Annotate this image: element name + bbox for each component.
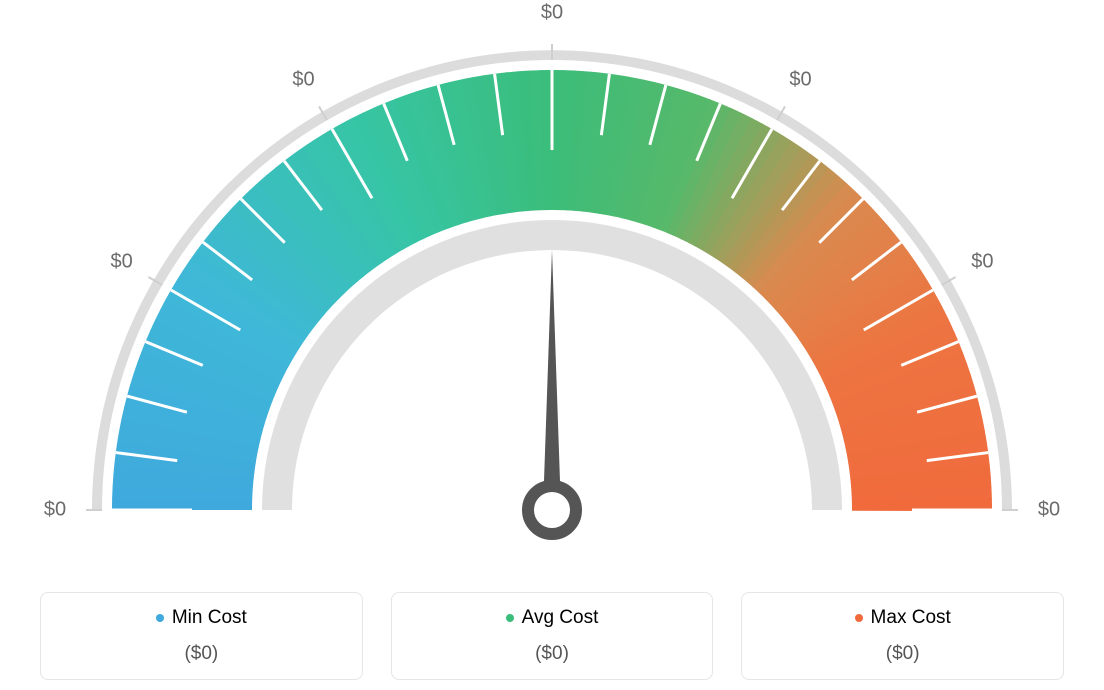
gauge-tick-label: $0: [110, 250, 132, 273]
legend-card-max: Max Cost ($0): [741, 592, 1064, 680]
legend-label-avg: Avg Cost: [522, 607, 599, 629]
legend-dot-avg: [506, 614, 514, 622]
legend-row: Min Cost ($0) Avg Cost ($0) Max Cost ($0…: [40, 592, 1064, 680]
legend-value-min: ($0): [51, 643, 352, 665]
gauge-tick-label: $0: [1038, 499, 1060, 522]
legend-title-max: Max Cost: [855, 607, 951, 629]
gauge-svg: [0, 0, 1104, 560]
gauge-tick-label: $0: [971, 250, 993, 273]
legend-card-min: Min Cost ($0): [40, 592, 363, 680]
legend-title-min: Min Cost: [156, 607, 247, 629]
gauge-tick-label: $0: [292, 68, 314, 91]
gauge-tick-label: $0: [789, 68, 811, 91]
legend-label-max: Max Cost: [871, 607, 951, 629]
legend-title-avg: Avg Cost: [506, 607, 599, 629]
gauge-chart-container: $0 $0 $0 $0 $0 $0 $0 Min Cost ($0) Avg Cost ($…: [0, 0, 1104, 690]
legend-value-avg: ($0): [402, 643, 703, 665]
gauge-area: $0 $0 $0 $0 $0 $0 $0: [0, 0, 1104, 560]
legend-label-min: Min Cost: [172, 607, 247, 629]
legend-dot-min: [156, 614, 164, 622]
gauge-tick-label: $0: [44, 499, 66, 522]
legend-dot-max: [855, 614, 863, 622]
legend-value-max: ($0): [752, 643, 1053, 665]
gauge-tick-label: $0: [541, 2, 563, 25]
legend-card-avg: Avg Cost ($0): [391, 592, 714, 680]
